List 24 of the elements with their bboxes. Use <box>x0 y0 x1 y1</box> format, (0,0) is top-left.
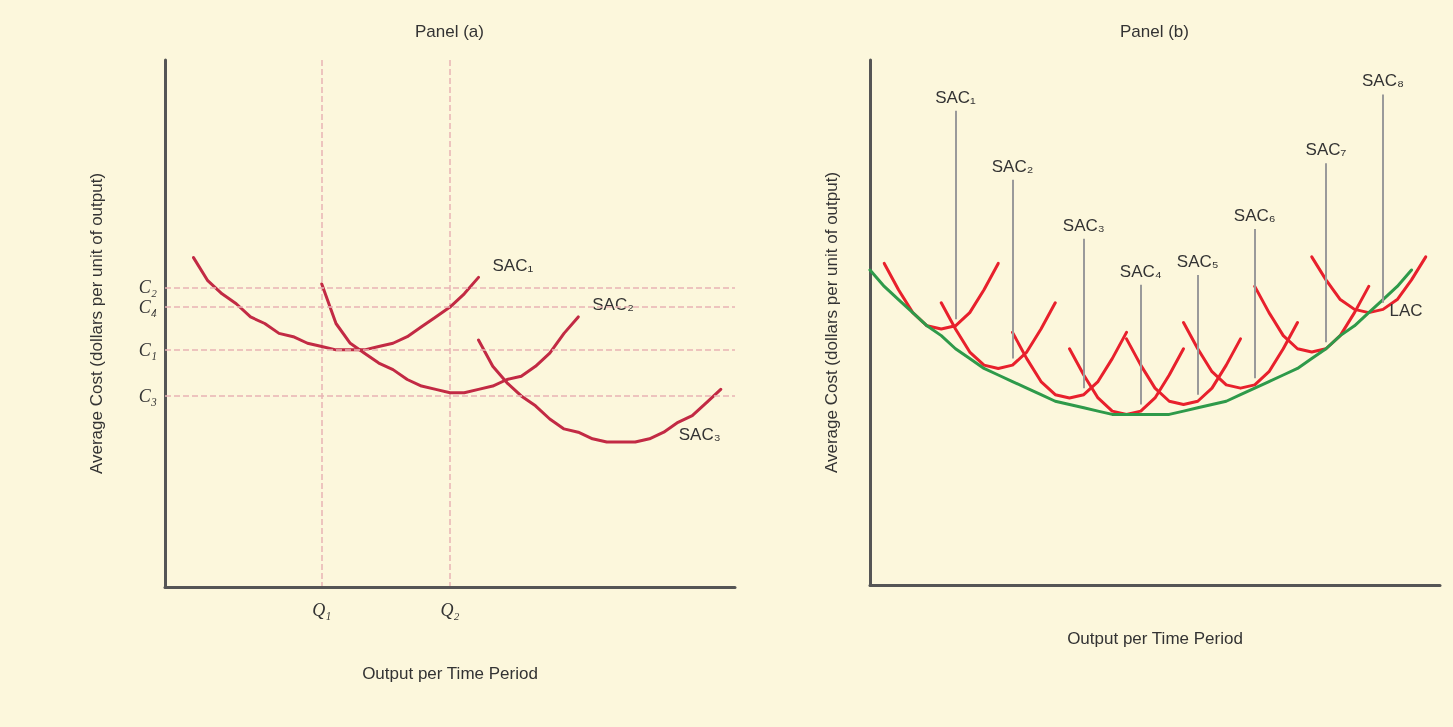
ref-line-label: C₃ <box>138 385 157 406</box>
series-label: LAC <box>1389 300 1423 320</box>
x-axis-title: Output per Time Period <box>362 664 538 683</box>
text: SAC₅ <box>1176 251 1219 271</box>
x-tick-label: Q₂ <box>440 600 460 620</box>
chart-title: Panel (a) <box>415 22 484 41</box>
y-axis-title: Average Cost (dollars per unit of output) <box>87 172 106 475</box>
text: SAC₃ <box>1062 215 1105 235</box>
series-label: SAC₃ <box>678 424 721 444</box>
text: SAC₄ <box>1119 261 1162 281</box>
text: SAC₇ <box>1305 140 1347 160</box>
ref-line-label: C₂ <box>138 277 157 298</box>
x-axis-title: Output per Time Period <box>1067 629 1243 648</box>
ref-line-label: C₁ <box>138 339 157 360</box>
x-tick-label: Q₁ <box>312 600 332 620</box>
text: SAC₁ <box>935 87 977 107</box>
series-label: SAC₁ <box>492 255 534 275</box>
y-axis-title: Average Cost (dollars per unit of output) <box>822 171 841 474</box>
text: SAC₆ <box>1233 205 1276 225</box>
text: SAC₈ <box>1361 71 1405 91</box>
chart-title: Panel (b) <box>1120 22 1189 41</box>
text: SAC₂ <box>991 156 1034 176</box>
series-label: SAC₂ <box>592 295 634 315</box>
ref-line-label: C₄ <box>138 297 157 318</box>
